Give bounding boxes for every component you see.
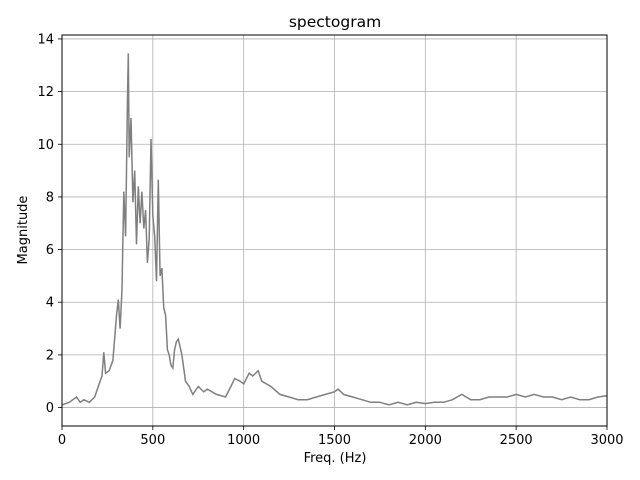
- x-axis-label: Freq. (Hz): [304, 451, 367, 466]
- y-tick-label: 2: [46, 348, 54, 363]
- plot-area: [61, 53, 608, 406]
- y-axis-label: Magnitude: [16, 196, 31, 265]
- y-tick-label: 0: [46, 401, 54, 416]
- y-tick-label: 4: [46, 296, 54, 311]
- x-tick-label: 3000: [590, 433, 623, 448]
- y-axis-ticks: 0 2 4 6 8 10 12 14: [37, 32, 62, 416]
- series-line-0: [61, 53, 608, 406]
- y-tick-label: 10: [37, 138, 54, 153]
- chart-title: spectogram: [289, 13, 381, 31]
- x-tick-label: 1000: [227, 433, 260, 448]
- y-tick-label: 14: [37, 32, 54, 47]
- y-tick-label: 8: [46, 190, 54, 205]
- x-axis-ticks: 0 500 1000 1500 2000 2500 3000: [58, 426, 624, 448]
- x-tick-label: 2500: [500, 433, 533, 448]
- y-tick-label: 6: [46, 243, 54, 258]
- x-tick-label: 2000: [409, 433, 442, 448]
- grid-lines: [61, 35, 608, 426]
- x-tick-label: 1500: [318, 433, 351, 448]
- x-tick-label: 0: [58, 433, 66, 448]
- y-tick-label: 12: [37, 85, 54, 100]
- x-tick-label: 500: [140, 433, 165, 448]
